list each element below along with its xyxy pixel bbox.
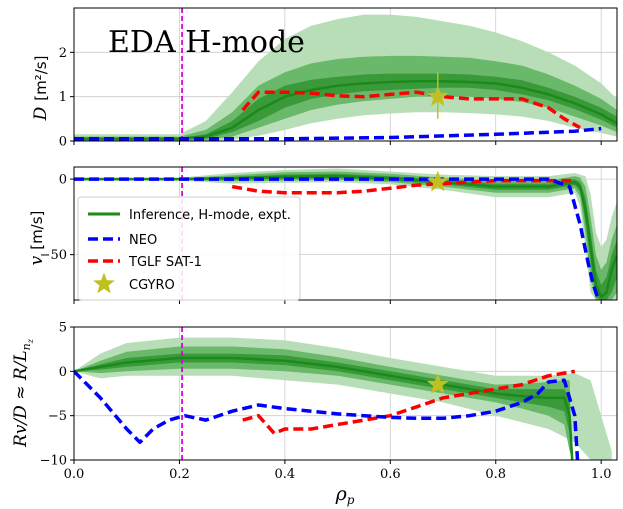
- y-tick-label: 0: [59, 173, 67, 188]
- axes-frame: [73, 7, 618, 142]
- y-tick-label: 1: [59, 90, 67, 105]
- panel-peaking: 50−5−10 0.0 0.2 0.4 0.6 0.8 1.0 Rv/D ≈ R/Lnz …: [11, 321, 618, 507]
- legend-box: [77, 196, 301, 301]
- x-tick-label: 0.8: [485, 467, 506, 482]
- x-tick-label: 1.0: [591, 467, 612, 482]
- inference-median-line: [74, 79, 617, 141]
- x-tick-label: 0.0: [64, 467, 85, 482]
- legend-label-inference: Inference, H-mode, expt.: [129, 208, 291, 223]
- y-tick-label: −50: [40, 248, 67, 263]
- tglf-line: [241, 90, 581, 130]
- y-ticks: 0 1 2: [59, 46, 602, 150]
- y-ticks: 5 0 −5 −10: [40, 321, 602, 469]
- cgyro-point-star: [426, 373, 449, 394]
- panel-diffusion: 0 1 2 EDA H-mode D[m²/s]: [31, 7, 618, 150]
- plot-area: [74, 327, 612, 460]
- cgyro-point-star: [426, 170, 449, 192]
- legend-label-neo: NEO: [129, 233, 157, 248]
- y-tick-label: −5: [48, 409, 67, 424]
- y-tick-label: −10: [40, 454, 67, 469]
- inference-band-inner: [74, 173, 617, 300]
- x-tick-label: 0.6: [380, 467, 401, 482]
- legend-star-shape: [93, 272, 115, 294]
- neo-line: [74, 126, 602, 141]
- x-tick-label: 0.2: [169, 467, 190, 482]
- legend-label-tglf: TGLF SAT-1: [128, 255, 202, 270]
- x-axis-label-rho: ρp: [335, 483, 355, 507]
- inference-median-line: [74, 356, 574, 460]
- y-axis-label-v: v[m/s]: [27, 211, 47, 266]
- annotation-eda-hmode: EDA H-mode: [108, 25, 305, 60]
- x-ticks: 0.0 0.2 0.4 0.6 0.8 1.0: [64, 467, 612, 482]
- panel-convection: 0 −50 v[m/s] Inference, H-mode, expt. NEO…: [27, 166, 618, 304]
- legend-label-cgyro: CGYRO: [129, 278, 175, 293]
- axes-frame: [73, 326, 618, 461]
- y-axis-label-peaking: Rv/D ≈ R/Lnz: [11, 338, 35, 448]
- neo-line: [74, 370, 580, 460]
- x-tick-label: 0.4: [275, 467, 296, 482]
- y-tick-label: 0: [59, 365, 67, 380]
- legend: Inference, H-mode, expt. NEO TGLF SAT-1 …: [77, 196, 301, 301]
- tglf-line: [242, 369, 576, 436]
- neo-line: [74, 177, 601, 300]
- y-tick-label: 0: [59, 135, 67, 150]
- cgyro-point-star: [426, 85, 449, 106]
- y-axis-label-d: D[m²/s]: [31, 56, 51, 122]
- plot-area: [74, 8, 617, 141]
- y-ticks: 0 −50: [40, 173, 602, 304]
- inference-band-inner: [74, 73, 617, 140]
- y-tick-label: 5: [59, 321, 67, 336]
- y-tick-label: 2: [59, 46, 67, 61]
- axes-frame: [73, 166, 618, 301]
- legend-swatch-cgyro-star: [93, 272, 115, 294]
